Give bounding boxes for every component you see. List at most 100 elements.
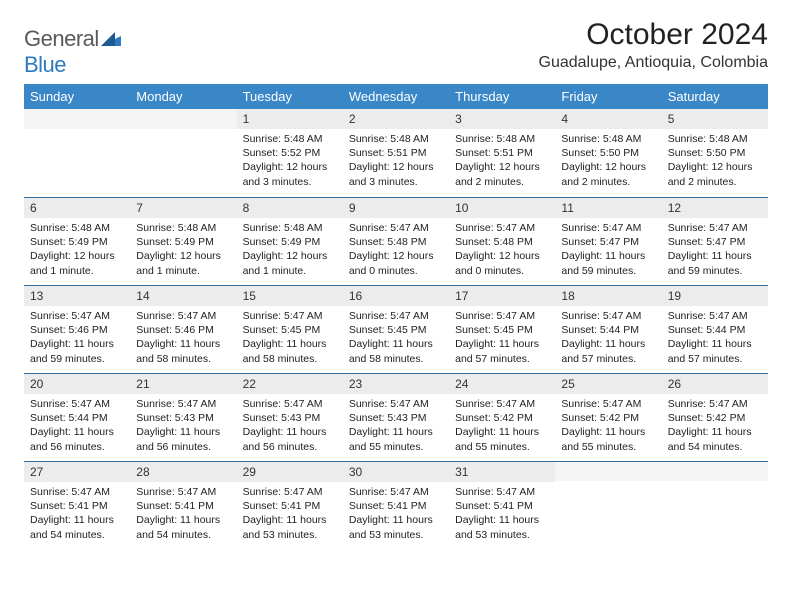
day-data: Sunrise: 5:47 AMSunset: 5:48 PMDaylight:… <box>343 218 449 284</box>
day-number: 22 <box>237 373 343 394</box>
calendar-cell: 23Sunrise: 5:47 AMSunset: 5:43 PMDayligh… <box>343 373 449 461</box>
day-data: Sunrise: 5:47 AMSunset: 5:44 PMDaylight:… <box>24 394 130 460</box>
calendar-cell: 18Sunrise: 5:47 AMSunset: 5:44 PMDayligh… <box>555 285 661 373</box>
calendar-week-row: 20Sunrise: 5:47 AMSunset: 5:44 PMDayligh… <box>24 373 768 461</box>
calendar-week-row: 1Sunrise: 5:48 AMSunset: 5:52 PMDaylight… <box>24 109 768 197</box>
calendar-header-row: SundayMondayTuesdayWednesdayThursdayFrid… <box>24 84 768 109</box>
calendar-cell: 12Sunrise: 5:47 AMSunset: 5:47 PMDayligh… <box>662 197 768 285</box>
calendar-cell: 22Sunrise: 5:47 AMSunset: 5:43 PMDayligh… <box>237 373 343 461</box>
calendar-cell: 29Sunrise: 5:47 AMSunset: 5:41 PMDayligh… <box>237 461 343 549</box>
calendar-cell: 21Sunrise: 5:47 AMSunset: 5:43 PMDayligh… <box>130 373 236 461</box>
day-data: Sunrise: 5:47 AMSunset: 5:45 PMDaylight:… <box>237 306 343 372</box>
calendar-cell: 11Sunrise: 5:47 AMSunset: 5:47 PMDayligh… <box>555 197 661 285</box>
logo-text-blue: Blue <box>24 52 66 77</box>
calendar-cell: 26Sunrise: 5:47 AMSunset: 5:42 PMDayligh… <box>662 373 768 461</box>
day-data: Sunrise: 5:47 AMSunset: 5:44 PMDaylight:… <box>555 306 661 372</box>
calendar-cell: 31Sunrise: 5:47 AMSunset: 5:41 PMDayligh… <box>449 461 555 549</box>
day-number: 16 <box>343 285 449 306</box>
calendar-cell <box>130 109 236 197</box>
day-data: Sunrise: 5:47 AMSunset: 5:43 PMDaylight:… <box>130 394 236 460</box>
logo-text-general: General <box>24 26 99 51</box>
calendar-cell: 17Sunrise: 5:47 AMSunset: 5:45 PMDayligh… <box>449 285 555 373</box>
calendar-cell: 9Sunrise: 5:47 AMSunset: 5:48 PMDaylight… <box>343 197 449 285</box>
day-data: Sunrise: 5:47 AMSunset: 5:41 PMDaylight:… <box>237 482 343 548</box>
day-data: Sunrise: 5:47 AMSunset: 5:44 PMDaylight:… <box>662 306 768 372</box>
day-data: Sunrise: 5:48 AMSunset: 5:50 PMDaylight:… <box>555 129 661 195</box>
location: Guadalupe, Antioquia, Colombia <box>539 54 769 72</box>
day-number: 4 <box>555 109 661 129</box>
day-number: 1 <box>237 109 343 129</box>
calendar-cell: 24Sunrise: 5:47 AMSunset: 5:42 PMDayligh… <box>449 373 555 461</box>
title-block: October 2024 Guadalupe, Antioquia, Colom… <box>539 18 769 72</box>
day-number: 11 <box>555 197 661 218</box>
day-data: Sunrise: 5:47 AMSunset: 5:41 PMDaylight:… <box>449 482 555 548</box>
day-header: Monday <box>130 84 236 109</box>
day-header: Wednesday <box>343 84 449 109</box>
day-data: Sunrise: 5:48 AMSunset: 5:49 PMDaylight:… <box>237 218 343 284</box>
day-data: Sunrise: 5:47 AMSunset: 5:41 PMDaylight:… <box>343 482 449 548</box>
calendar-body: 1Sunrise: 5:48 AMSunset: 5:52 PMDaylight… <box>24 109 768 549</box>
empty-day <box>662 461 768 481</box>
day-number: 25 <box>555 373 661 394</box>
day-number: 3 <box>449 109 555 129</box>
day-number: 23 <box>343 373 449 394</box>
day-number: 28 <box>130 461 236 482</box>
day-number: 15 <box>237 285 343 306</box>
day-data: Sunrise: 5:48 AMSunset: 5:50 PMDaylight:… <box>662 129 768 195</box>
day-data: Sunrise: 5:48 AMSunset: 5:52 PMDaylight:… <box>237 129 343 195</box>
calendar-cell: 8Sunrise: 5:48 AMSunset: 5:49 PMDaylight… <box>237 197 343 285</box>
calendar-cell: 14Sunrise: 5:47 AMSunset: 5:46 PMDayligh… <box>130 285 236 373</box>
day-data: Sunrise: 5:47 AMSunset: 5:41 PMDaylight:… <box>24 482 130 548</box>
day-number: 20 <box>24 373 130 394</box>
day-number: 21 <box>130 373 236 394</box>
calendar-week-row: 13Sunrise: 5:47 AMSunset: 5:46 PMDayligh… <box>24 285 768 373</box>
day-number: 12 <box>662 197 768 218</box>
calendar-cell: 2Sunrise: 5:48 AMSunset: 5:51 PMDaylight… <box>343 109 449 197</box>
calendar-cell: 15Sunrise: 5:47 AMSunset: 5:45 PMDayligh… <box>237 285 343 373</box>
calendar-cell: 27Sunrise: 5:47 AMSunset: 5:41 PMDayligh… <box>24 461 130 549</box>
day-number: 13 <box>24 285 130 306</box>
day-data: Sunrise: 5:47 AMSunset: 5:46 PMDaylight:… <box>130 306 236 372</box>
logo-triangle-icon <box>101 26 121 52</box>
day-data: Sunrise: 5:47 AMSunset: 5:47 PMDaylight:… <box>555 218 661 284</box>
calendar-cell: 30Sunrise: 5:47 AMSunset: 5:41 PMDayligh… <box>343 461 449 549</box>
day-number: 29 <box>237 461 343 482</box>
calendar-cell <box>662 461 768 549</box>
day-number: 26 <box>662 373 768 394</box>
calendar-cell: 7Sunrise: 5:48 AMSunset: 5:49 PMDaylight… <box>130 197 236 285</box>
calendar-cell <box>555 461 661 549</box>
empty-day <box>24 109 130 129</box>
day-number: 14 <box>130 285 236 306</box>
day-data: Sunrise: 5:47 AMSunset: 5:42 PMDaylight:… <box>555 394 661 460</box>
day-data: Sunrise: 5:47 AMSunset: 5:45 PMDaylight:… <box>343 306 449 372</box>
day-number: 31 <box>449 461 555 482</box>
day-header: Sunday <box>24 84 130 109</box>
day-data: Sunrise: 5:47 AMSunset: 5:42 PMDaylight:… <box>449 394 555 460</box>
calendar-table: SundayMondayTuesdayWednesdayThursdayFrid… <box>24 84 768 549</box>
day-header: Saturday <box>662 84 768 109</box>
day-number: 9 <box>343 197 449 218</box>
day-data: Sunrise: 5:47 AMSunset: 5:43 PMDaylight:… <box>237 394 343 460</box>
day-header: Thursday <box>449 84 555 109</box>
calendar-cell: 20Sunrise: 5:47 AMSunset: 5:44 PMDayligh… <box>24 373 130 461</box>
calendar-cell: 6Sunrise: 5:48 AMSunset: 5:49 PMDaylight… <box>24 197 130 285</box>
day-data: Sunrise: 5:48 AMSunset: 5:51 PMDaylight:… <box>449 129 555 195</box>
day-number: 10 <box>449 197 555 218</box>
calendar-week-row: 27Sunrise: 5:47 AMSunset: 5:41 PMDayligh… <box>24 461 768 549</box>
calendar-cell: 28Sunrise: 5:47 AMSunset: 5:41 PMDayligh… <box>130 461 236 549</box>
day-data: Sunrise: 5:47 AMSunset: 5:41 PMDaylight:… <box>130 482 236 548</box>
logo: GeneralBlue <box>24 18 121 78</box>
day-header: Tuesday <box>237 84 343 109</box>
empty-day <box>130 109 236 129</box>
calendar-cell: 5Sunrise: 5:48 AMSunset: 5:50 PMDaylight… <box>662 109 768 197</box>
day-number: 30 <box>343 461 449 482</box>
calendar-cell: 25Sunrise: 5:47 AMSunset: 5:42 PMDayligh… <box>555 373 661 461</box>
day-number: 17 <box>449 285 555 306</box>
day-number: 5 <box>662 109 768 129</box>
logo-text: GeneralBlue <box>24 26 121 78</box>
header: GeneralBlue October 2024 Guadalupe, Anti… <box>24 18 768 78</box>
day-data: Sunrise: 5:48 AMSunset: 5:51 PMDaylight:… <box>343 129 449 195</box>
calendar-cell: 3Sunrise: 5:48 AMSunset: 5:51 PMDaylight… <box>449 109 555 197</box>
day-data: Sunrise: 5:47 AMSunset: 5:42 PMDaylight:… <box>662 394 768 460</box>
day-number: 2 <box>343 109 449 129</box>
